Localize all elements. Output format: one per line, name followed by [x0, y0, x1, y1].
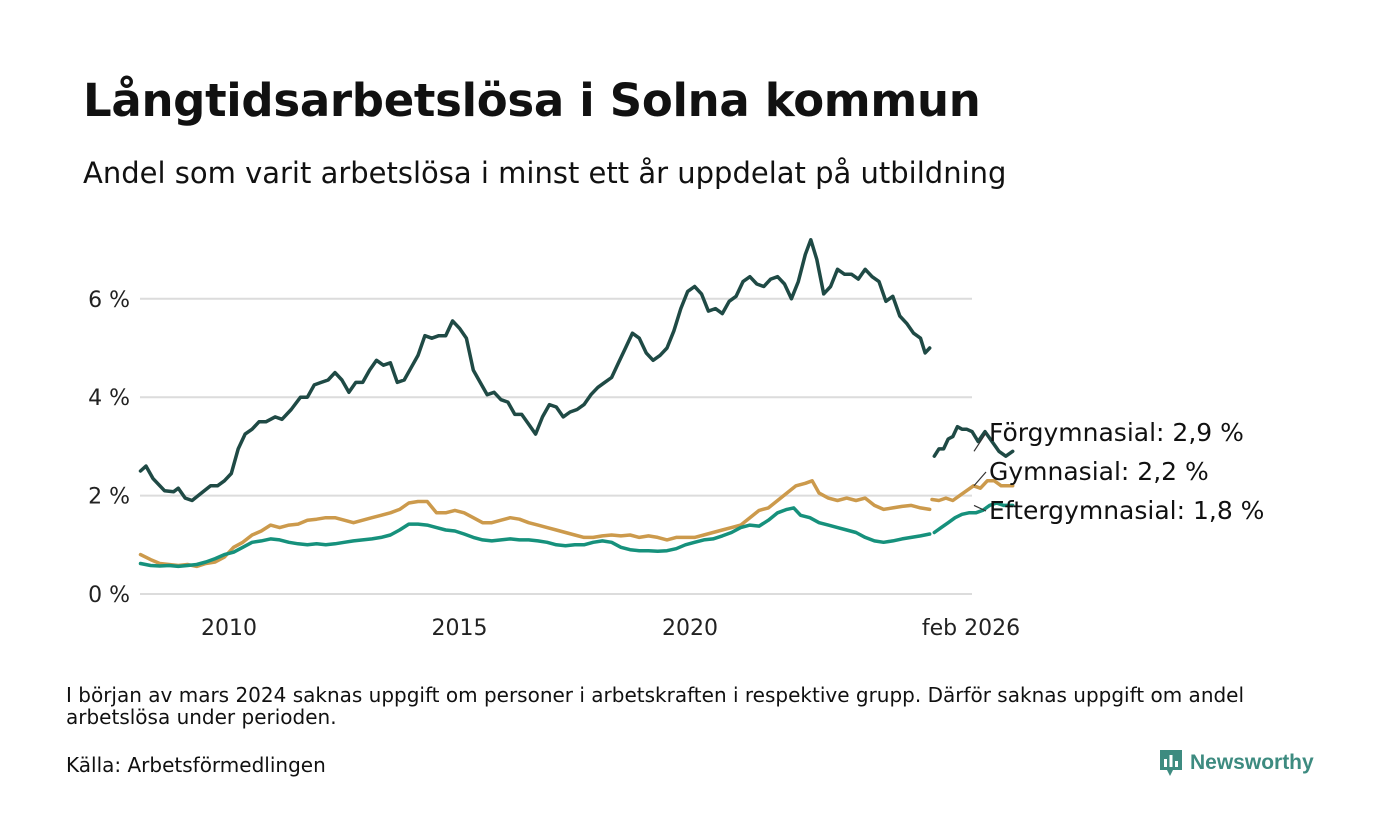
series-line-gymnasial	[138, 479, 932, 569]
x-tick-label: 2020	[662, 616, 718, 641]
series-label-eftergymnasial: Eftergymnasial: 1,8 %	[989, 496, 1264, 525]
series-line-eftergymnasial	[138, 506, 932, 569]
series-line-förgymnasial	[138, 238, 932, 503]
bar-chart-icon	[1160, 750, 1182, 776]
series-line-förgymnasial	[932, 424, 1015, 458]
x-axis-ticks: 2010 2015 2020 feb 2026	[201, 616, 1020, 641]
y-tick-label: 0 %	[88, 583, 130, 608]
brand-name: Newsworthy	[1190, 751, 1314, 774]
y-tick-label: 4 %	[88, 386, 130, 411]
footnote: I början av mars 2024 saknas uppgift om …	[66, 683, 1245, 729]
series-line-gymnasial	[930, 479, 1015, 503]
chart-subtitle: Andel som varit arbetslösa i minst ett å…	[83, 156, 1007, 190]
series-lines	[138, 238, 1015, 569]
x-tick-label: 2015	[432, 616, 488, 641]
newsworthy-logo: Newsworthy	[1158, 748, 1314, 778]
x-tick-label: 2010	[201, 616, 257, 641]
label-leader-line	[973, 471, 987, 487]
label-leader-line	[973, 432, 987, 452]
series-end-labels: Förgymnasial: 2,9 % Gymnasial: 2,2 % Efter…	[973, 418, 1264, 525]
series-label-gymnasial: Gymnasial: 2,2 %	[989, 457, 1209, 486]
y-tick-label: 2 %	[88, 485, 130, 510]
y-axis-ticks: 0 % 2 % 4 % 6 %	[88, 288, 130, 608]
x-tick-label: feb 2026	[922, 616, 1020, 641]
y-tick-label: 6 %	[88, 288, 130, 313]
source-credit: Källa: Arbetsförmedlingen	[66, 753, 326, 777]
chart-title: Långtidsarbetslösa i Solna kommun	[83, 74, 981, 127]
gridlines	[140, 297, 972, 595]
series-line-eftergymnasial	[932, 501, 1015, 535]
series-label-förgymnasial: Förgymnasial: 2,9 %	[989, 418, 1244, 447]
label-leader-line	[973, 504, 987, 512]
line-chart: 0 % 2 % 4 % 6 % 2010 2015 2020 feb 2026 Förgym…	[88, 238, 1264, 641]
